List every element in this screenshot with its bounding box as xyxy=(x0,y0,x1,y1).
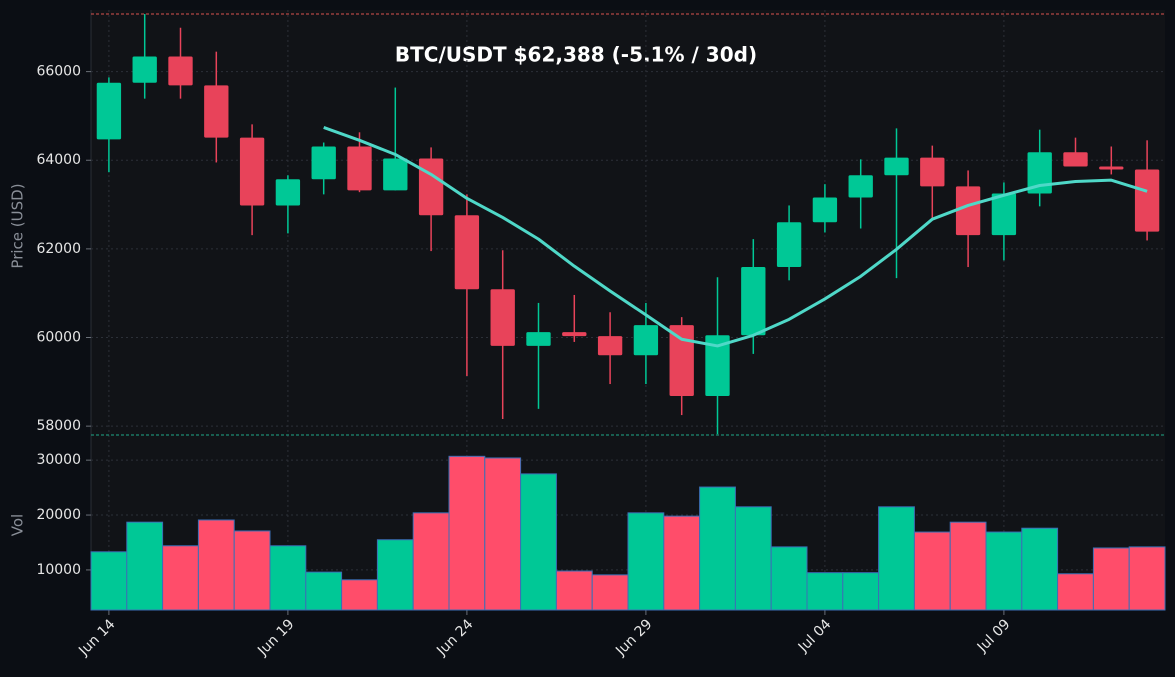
y-tick-label: 60000 xyxy=(36,330,81,346)
candle-body xyxy=(955,186,981,236)
volume-bar xyxy=(699,486,736,611)
volume-bar xyxy=(1057,573,1094,611)
candle-body xyxy=(1134,169,1160,232)
candle-body xyxy=(705,335,730,397)
candle-body xyxy=(418,158,444,216)
candle-body xyxy=(812,197,838,223)
volume-bar xyxy=(555,570,593,611)
candle-body xyxy=(204,85,229,138)
candle-body xyxy=(383,158,408,191)
volume-bar xyxy=(806,572,844,611)
candle-body xyxy=(96,82,122,140)
volume-bar xyxy=(520,473,557,611)
volume-bar xyxy=(591,574,629,611)
volume-bar xyxy=(305,571,343,611)
candle-body xyxy=(168,56,193,86)
volume-bar xyxy=(90,551,128,611)
moving-average-line xyxy=(323,126,1148,348)
y-tick-label: 64000 xyxy=(36,152,81,168)
candle-body xyxy=(1063,152,1088,167)
volume-bar xyxy=(770,546,808,611)
candle-body xyxy=(884,157,909,176)
volume-bar xyxy=(734,506,772,611)
volume-bar xyxy=(1092,547,1130,611)
candle-body xyxy=(741,267,766,336)
y-tick-label: 66000 xyxy=(36,64,81,80)
candle-body xyxy=(239,137,265,206)
candle-body xyxy=(562,332,587,337)
candle-body xyxy=(454,215,480,290)
volume-bar xyxy=(913,531,951,611)
candle-body xyxy=(848,175,873,198)
volume-bar xyxy=(878,506,915,611)
candle-body xyxy=(275,179,301,206)
candle-body xyxy=(633,325,659,356)
volume-bar xyxy=(412,512,450,611)
candle-body xyxy=(132,56,157,83)
volume-bar xyxy=(663,515,701,611)
volume-bar xyxy=(269,545,307,611)
plot-area xyxy=(91,10,1165,610)
candle-body xyxy=(526,332,551,346)
candle-body xyxy=(311,146,336,180)
volume-bar xyxy=(376,539,414,611)
y-tick-label: 62000 xyxy=(36,241,81,257)
candle-body xyxy=(1099,166,1124,170)
volume-bar xyxy=(627,512,665,611)
y-axis-label: Price (USD) xyxy=(9,183,27,268)
candle-body xyxy=(991,193,1017,236)
candle-body xyxy=(597,336,623,356)
volume-tick-label: 20000 xyxy=(36,507,81,523)
candle-body xyxy=(669,325,694,397)
volume-bar xyxy=(126,521,164,611)
volume-tick-label: 10000 xyxy=(36,562,81,578)
volume-bar xyxy=(985,531,1023,611)
candle-body xyxy=(347,146,372,191)
volume-bar xyxy=(842,572,880,611)
volume-bar xyxy=(197,519,235,611)
candle-body xyxy=(490,289,515,346)
volume-bar xyxy=(448,455,486,611)
chart-title: BTC/USDT $62,388 (-5.1% / 30d) xyxy=(395,43,757,67)
volume-axis-label: Vol xyxy=(9,514,27,536)
volume-bar xyxy=(341,579,378,611)
candle-body xyxy=(776,222,802,268)
y-tick-label: 58000 xyxy=(36,418,81,434)
volume-bar xyxy=(484,457,522,611)
volume-bar xyxy=(233,530,271,611)
volume-bar xyxy=(162,545,199,611)
candle-body xyxy=(920,157,945,187)
candle-body xyxy=(1027,152,1052,194)
volume-tick-label: 30000 xyxy=(36,452,81,468)
volume-bar xyxy=(949,521,987,611)
volume-bar xyxy=(1128,546,1166,611)
volume-bar xyxy=(1021,527,1059,611)
